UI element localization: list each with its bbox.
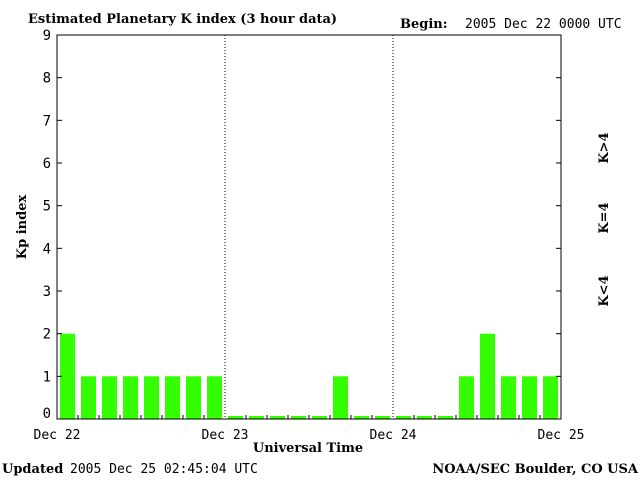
updated-value: 2005 Dec 25 02:45:04 UTC [70,462,258,477]
kp-bar [522,376,537,419]
kp-bar [312,416,327,419]
legend-k-greater-4: K>4 [597,132,612,163]
kp-bar [438,416,453,419]
kp-bar [333,376,348,419]
y-tick-label: 7 [43,113,51,129]
kp-bar [60,333,75,419]
kp-bar [291,416,306,419]
begin-value: 2005 Dec 22 0000 UTC [465,17,622,32]
y-tick-label: 0 [43,406,51,422]
kp-bar [123,376,138,419]
kp-bar [543,376,558,419]
legend-k-less-4: K<4 [597,275,612,306]
kp-bar [459,376,474,419]
y-tick-label: 3 [43,284,51,300]
kp-bar [207,376,222,419]
y-tick-label: 1 [43,369,51,385]
x-tick-label: Dec 25 [538,428,585,443]
legend-k-equal-4: K=4 [597,202,612,233]
kp-bar [228,416,243,419]
y-axis-ticks: 0 1 2 3 4 5 6 7 8 9 [43,28,561,422]
kp-bar [270,416,285,419]
updated-label: Updated [2,462,63,477]
x-tick-label: Dec 22 [34,428,81,443]
kp-bar [249,416,264,419]
begin-label: Begin: [400,17,448,32]
kp-bar [417,416,432,419]
kp-bar [396,416,411,419]
kp-bar [165,376,180,419]
kp-bar [354,416,369,419]
kp-bar [375,416,390,419]
kp-bar [186,376,201,419]
kp-bar [102,376,117,419]
day-separators [224,35,394,419]
x-tick-label: Dec 23 [202,428,249,443]
kp-bar [480,333,495,419]
kp-bar [501,376,516,419]
y-tick-label: 4 [43,241,51,257]
chart-title: Estimated Planetary K index (3 hour data… [28,12,337,27]
y-tick-label: 5 [43,199,51,215]
y-tick-label: 2 [43,327,51,343]
x-axis-ticks: Dec 22 Dec 23 Dec 24 Dec 25 [34,415,585,443]
y-tick-label: 9 [43,28,51,44]
bar-series [60,333,558,419]
y-tick-label: 6 [43,156,51,172]
source-credit: NOAA/SEC Boulder, CO USA [432,462,639,477]
x-tick-label: Dec 24 [370,428,417,443]
kp-bar [81,376,96,419]
x-axis-label: Universal Time [253,441,363,456]
y-axis-label: Kp index [15,195,30,260]
kp-bar [144,376,159,419]
y-tick-label: 8 [43,71,51,87]
